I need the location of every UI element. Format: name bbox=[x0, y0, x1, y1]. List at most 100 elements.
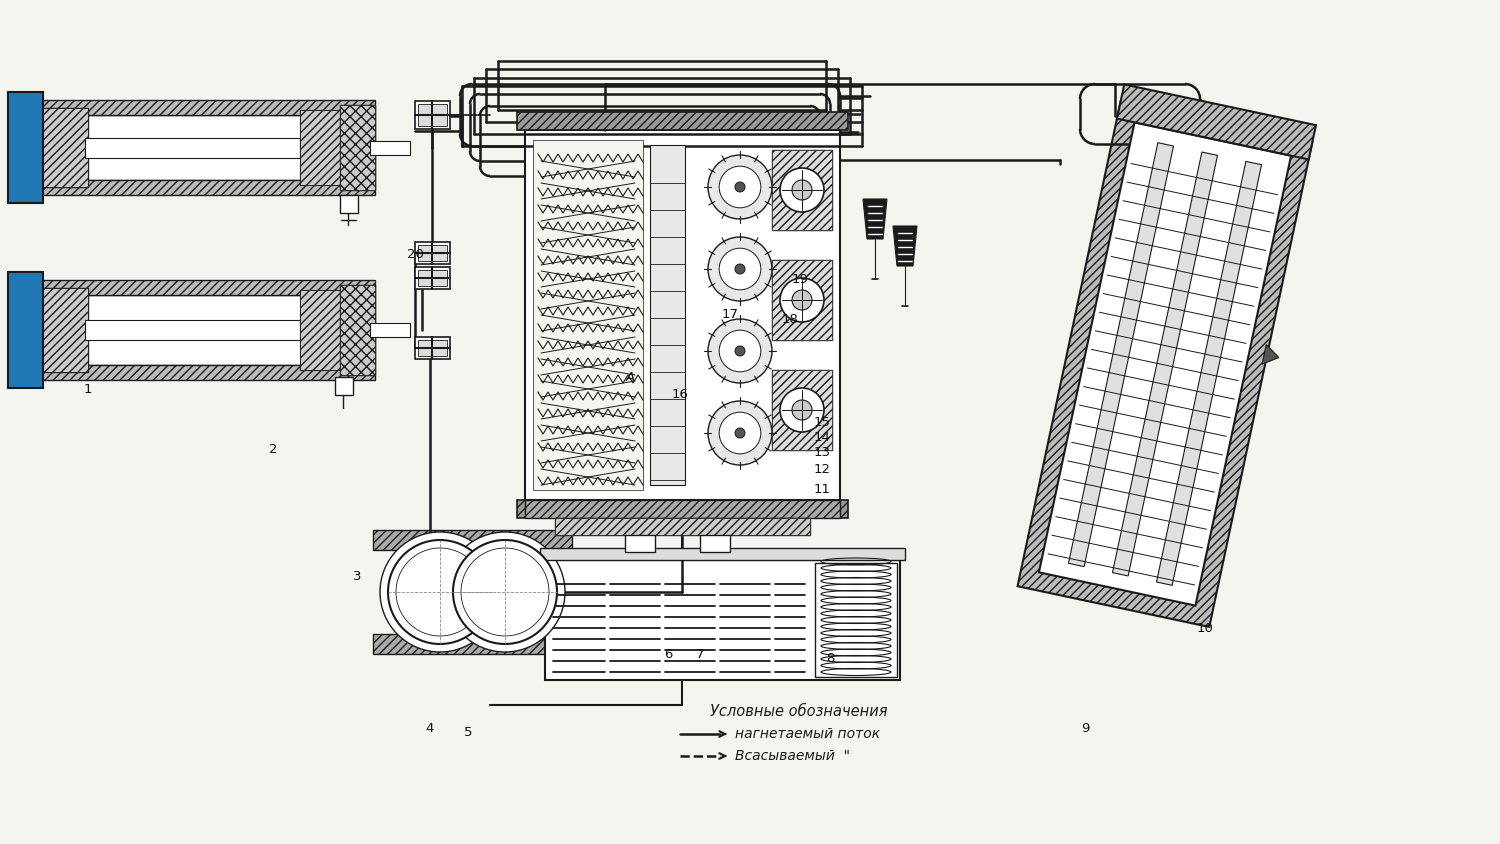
Bar bbox=[30, 280, 375, 295]
Bar bbox=[86, 138, 300, 158]
Circle shape bbox=[735, 264, 746, 274]
Bar bbox=[30, 100, 375, 115]
Bar bbox=[772, 370, 832, 450]
Text: 7: 7 bbox=[696, 647, 703, 661]
Bar bbox=[30, 365, 375, 380]
Circle shape bbox=[380, 532, 500, 652]
Circle shape bbox=[735, 428, 746, 438]
Text: 16: 16 bbox=[672, 387, 688, 401]
Bar bbox=[340, 105, 375, 190]
Bar bbox=[8, 272, 44, 388]
Bar bbox=[340, 195, 358, 213]
Text: 5: 5 bbox=[464, 726, 472, 738]
Bar bbox=[370, 141, 410, 155]
Text: 9: 9 bbox=[1082, 722, 1089, 735]
Circle shape bbox=[718, 248, 760, 289]
Bar bbox=[555, 518, 810, 535]
Bar bbox=[340, 285, 375, 375]
Bar bbox=[44, 288, 88, 372]
Bar bbox=[44, 108, 88, 187]
Bar bbox=[419, 104, 447, 126]
Bar bbox=[772, 260, 832, 340]
Text: 17: 17 bbox=[722, 307, 738, 321]
Circle shape bbox=[396, 548, 484, 636]
Bar bbox=[374, 530, 572, 550]
Bar bbox=[300, 290, 340, 370]
Bar bbox=[532, 140, 644, 490]
Text: нагнетаемый поток: нагнетаемый поток bbox=[735, 727, 880, 741]
Circle shape bbox=[388, 540, 492, 644]
Text: 12: 12 bbox=[813, 463, 831, 475]
Polygon shape bbox=[1017, 101, 1312, 627]
Bar bbox=[668, 504, 702, 524]
Text: 2: 2 bbox=[268, 442, 278, 456]
Bar bbox=[334, 377, 352, 395]
Bar bbox=[300, 110, 340, 185]
Polygon shape bbox=[1040, 122, 1292, 606]
Bar bbox=[419, 340, 447, 356]
Bar bbox=[416, 267, 450, 289]
Circle shape bbox=[708, 155, 772, 219]
Polygon shape bbox=[1262, 344, 1280, 365]
Bar bbox=[370, 323, 410, 337]
Bar bbox=[626, 535, 656, 552]
Text: 15: 15 bbox=[813, 415, 831, 429]
Bar bbox=[555, 518, 810, 535]
Polygon shape bbox=[1068, 143, 1173, 566]
Circle shape bbox=[708, 237, 772, 301]
Circle shape bbox=[453, 540, 556, 644]
Text: 10: 10 bbox=[1197, 623, 1214, 636]
Bar bbox=[419, 270, 447, 286]
Text: Всасываемый  ": Всасываемый " bbox=[735, 749, 850, 763]
Circle shape bbox=[792, 400, 812, 420]
Text: 8: 8 bbox=[827, 652, 834, 666]
Bar bbox=[650, 145, 686, 485]
Circle shape bbox=[460, 548, 549, 636]
Circle shape bbox=[718, 412, 760, 454]
Bar bbox=[340, 105, 375, 190]
Bar bbox=[815, 563, 897, 677]
Circle shape bbox=[792, 180, 812, 200]
Bar bbox=[540, 548, 904, 560]
Bar bbox=[525, 500, 840, 518]
Bar bbox=[8, 92, 44, 203]
Bar bbox=[772, 370, 832, 450]
Bar bbox=[8, 272, 44, 388]
Bar bbox=[44, 288, 88, 372]
Circle shape bbox=[446, 532, 566, 652]
Text: 3: 3 bbox=[352, 571, 362, 583]
Text: 1: 1 bbox=[84, 382, 93, 396]
Bar bbox=[340, 285, 375, 375]
Text: A: A bbox=[626, 371, 634, 383]
Bar bbox=[416, 337, 450, 359]
Bar bbox=[525, 130, 840, 500]
Circle shape bbox=[780, 278, 824, 322]
Bar bbox=[419, 245, 447, 261]
Circle shape bbox=[718, 166, 760, 208]
Polygon shape bbox=[1156, 161, 1262, 586]
Text: 19: 19 bbox=[792, 273, 808, 285]
Bar bbox=[518, 112, 848, 130]
Circle shape bbox=[708, 401, 772, 465]
Circle shape bbox=[735, 346, 746, 356]
Circle shape bbox=[718, 330, 760, 372]
Polygon shape bbox=[892, 226, 916, 266]
Polygon shape bbox=[1113, 152, 1218, 576]
Bar bbox=[30, 180, 375, 195]
Bar bbox=[374, 634, 572, 654]
Bar bbox=[30, 295, 375, 365]
Bar bbox=[86, 320, 300, 340]
Text: 13: 13 bbox=[813, 446, 831, 458]
Bar bbox=[300, 110, 340, 185]
Circle shape bbox=[792, 290, 812, 310]
Bar bbox=[518, 500, 848, 518]
Polygon shape bbox=[862, 199, 886, 239]
Bar bbox=[772, 150, 832, 230]
Circle shape bbox=[780, 388, 824, 432]
Bar bbox=[416, 101, 450, 129]
Circle shape bbox=[780, 168, 824, 212]
Bar bbox=[416, 242, 450, 264]
Bar bbox=[668, 504, 702, 524]
Bar bbox=[300, 290, 340, 370]
Polygon shape bbox=[1118, 84, 1316, 160]
